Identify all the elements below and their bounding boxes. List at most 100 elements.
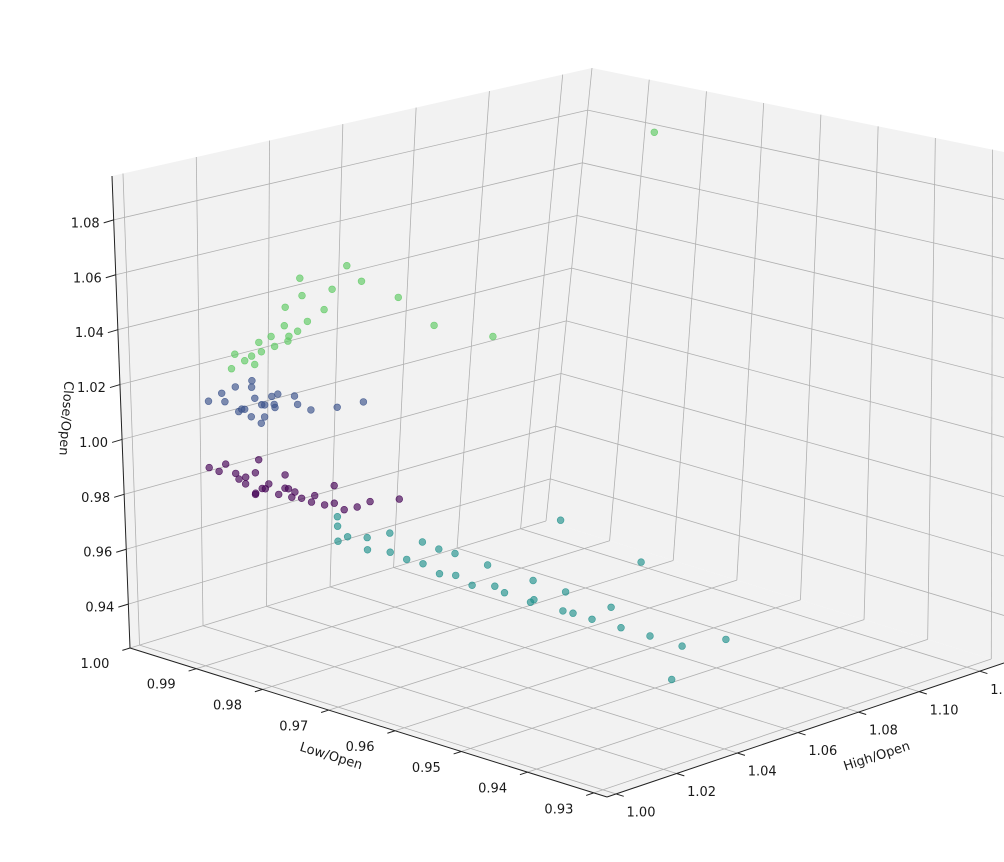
- grid-lines: [113, 67, 1004, 795]
- data-point: [296, 274, 304, 282]
- gridline-x: [593, 658, 992, 794]
- data-point: [235, 475, 243, 483]
- gridline-z: [126, 425, 556, 550]
- data-point: [218, 389, 226, 397]
- data-point: [291, 488, 299, 496]
- gridline-z: [115, 162, 583, 276]
- data-point: [227, 365, 236, 373]
- y-tick: [737, 752, 746, 756]
- axes-panes: [112, 68, 1004, 797]
- data-point: [280, 322, 288, 330]
- gridline-x: [990, 149, 993, 660]
- data-point: [395, 495, 403, 503]
- x-tick-label: 0.95: [412, 761, 441, 776]
- z-tick-label: 1.04: [75, 326, 104, 341]
- data-point: [343, 533, 352, 541]
- x-tick: [320, 709, 329, 713]
- z-tick: [105, 274, 116, 279]
- data-point: [290, 392, 299, 400]
- z-tick-label: 1.08: [71, 216, 100, 231]
- x-tick-label: 0.97: [279, 719, 308, 734]
- gridline-z: [119, 267, 572, 385]
- x-tick: [519, 771, 528, 776]
- gridline-z: [113, 109, 588, 221]
- gridline-y: [122, 173, 140, 646]
- data-point: [257, 348, 266, 356]
- data-point: [588, 615, 596, 623]
- data-point: [569, 609, 577, 617]
- data-point: [215, 467, 223, 476]
- gridline-y: [393, 567, 859, 713]
- y-tick: [615, 793, 624, 797]
- data-point: [275, 490, 283, 499]
- data-point: [320, 305, 328, 314]
- z-axis-line: [111, 175, 131, 649]
- data-point: [500, 588, 509, 597]
- gridline-x: [672, 91, 707, 561]
- data-point: [285, 332, 293, 340]
- x-tick-label: 1.00: [80, 657, 109, 672]
- data-point: [204, 397, 213, 405]
- gridline-z: [124, 373, 562, 495]
- gridline-y: [139, 644, 617, 795]
- gridline-z: [117, 215, 578, 331]
- data-point: [451, 549, 459, 558]
- z-tick-label: 0.96: [83, 546, 112, 561]
- y-tick-label: 1.02: [687, 785, 716, 800]
- data-point: [637, 558, 645, 566]
- z-tick-label: 1.02: [77, 381, 106, 396]
- data-point: [241, 480, 250, 488]
- z-tick-label: 1.00: [79, 436, 108, 451]
- data-point: [353, 503, 361, 511]
- data-point: [221, 398, 229, 406]
- y-tick: [858, 711, 867, 715]
- data-point: [251, 469, 260, 477]
- z-tick: [113, 493, 125, 498]
- gridline-y: [456, 91, 490, 549]
- gridline-z: [560, 373, 1004, 498]
- data-point: [284, 485, 293, 493]
- data-point: [333, 512, 342, 521]
- data-point: [468, 581, 476, 589]
- data-point: [260, 413, 269, 421]
- x-tick-label: 0.93: [544, 802, 573, 817]
- back-pane-left: [112, 68, 592, 648]
- data-point: [667, 675, 676, 684]
- data-point: [357, 277, 366, 285]
- data-point: [232, 469, 240, 478]
- x-tick-label: 0.96: [346, 740, 375, 755]
- z-tick-label: 0.94: [85, 601, 114, 616]
- data-point: [722, 635, 730, 644]
- y-tick-label: 1.12: [990, 683, 1004, 698]
- gridline-y: [520, 74, 564, 529]
- data-point: [430, 321, 438, 330]
- data-point: [340, 506, 348, 514]
- data-point: [452, 571, 460, 580]
- data-point: [293, 400, 302, 409]
- data-point: [231, 383, 240, 391]
- gridline-y: [266, 605, 738, 754]
- gridline-x: [800, 114, 822, 600]
- gridline-x: [196, 540, 610, 670]
- data-point: [491, 582, 499, 590]
- data-point: [251, 360, 259, 369]
- data-point: [363, 533, 371, 542]
- x-tick-label: 0.94: [478, 782, 507, 797]
- data-point: [419, 560, 427, 568]
- data-point: [293, 327, 302, 335]
- y-tick-label: 1.10: [930, 703, 959, 718]
- data-point: [311, 491, 319, 500]
- gridline-y: [266, 140, 270, 607]
- y-tick: [797, 732, 806, 736]
- back-pane-right: [546, 68, 1004, 663]
- y-tick: [918, 691, 927, 695]
- data-point: [271, 403, 279, 412]
- data-point: [363, 546, 372, 554]
- data-point: [265, 480, 273, 488]
- data-point: [328, 285, 336, 293]
- data-point: [483, 561, 492, 569]
- data-point: [359, 398, 368, 406]
- data-point: [403, 555, 411, 564]
- z-tick: [118, 603, 129, 608]
- x-tick: [387, 730, 396, 734]
